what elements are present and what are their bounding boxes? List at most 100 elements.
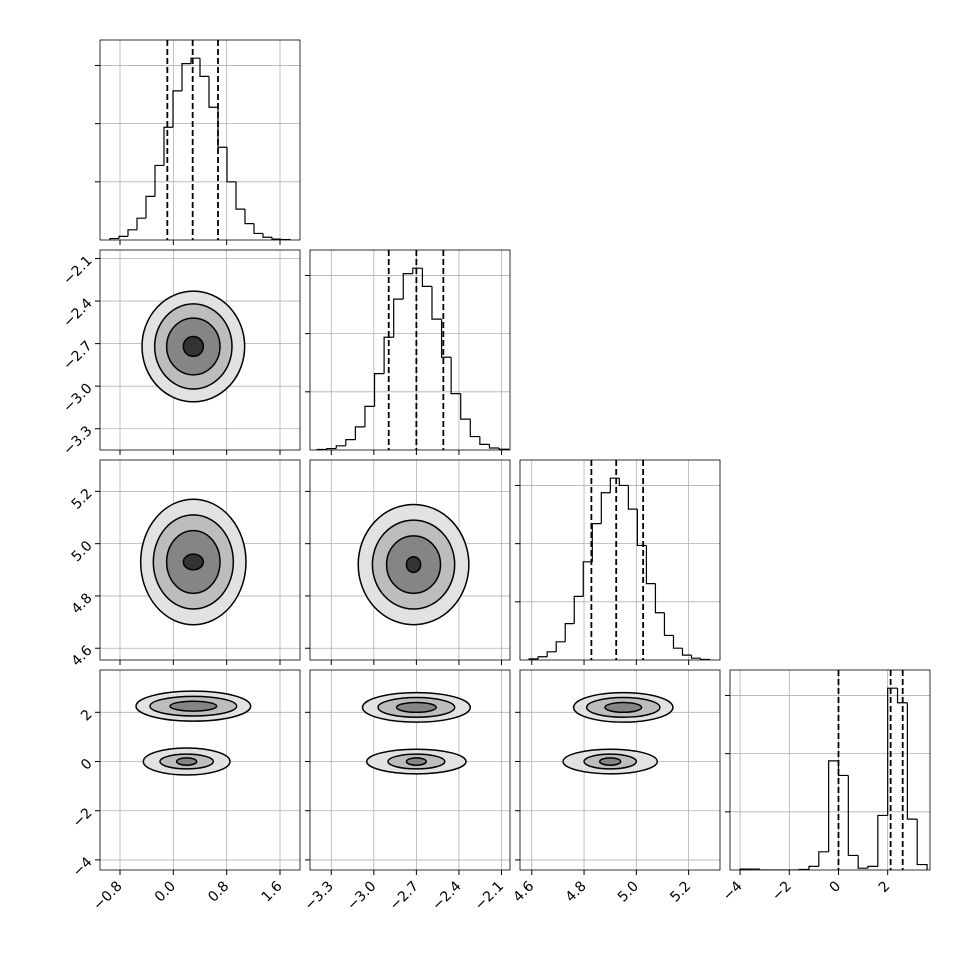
hist-step <box>488 444 500 449</box>
hist-step <box>573 595 584 624</box>
hist-step <box>808 865 819 870</box>
hist-step <box>136 217 146 230</box>
panel <box>310 670 510 870</box>
x-tick-label: −2.1 <box>472 878 507 913</box>
density-fill <box>175 757 198 766</box>
hist-step <box>145 195 155 219</box>
panel <box>310 460 510 660</box>
hist-step <box>896 688 908 704</box>
hist-step <box>645 545 656 585</box>
panel-frame <box>519 669 721 871</box>
hist-step <box>537 656 548 659</box>
hist-step <box>172 90 182 128</box>
x-tick-label: −0.8 <box>90 878 125 913</box>
y-tick-label: 0 <box>78 756 96 774</box>
hist-step <box>582 561 593 597</box>
hist-step <box>867 865 878 869</box>
hist-step <box>759 869 770 870</box>
hist-step <box>600 492 611 524</box>
x-tick-label: 5.0 <box>615 878 642 905</box>
hist-step <box>262 233 272 238</box>
y-tick-label: −2 <box>70 805 96 831</box>
hist-step <box>217 107 227 148</box>
hist-step <box>847 775 859 857</box>
density-fill <box>395 701 437 714</box>
hist-step <box>672 635 683 649</box>
y-tick-label: 2 <box>78 707 96 725</box>
hist-step <box>244 209 254 225</box>
hist-step <box>127 229 137 237</box>
hist-step <box>412 267 423 274</box>
hist-step <box>479 436 490 445</box>
density-fill <box>405 555 422 574</box>
x-tick-label: 2 <box>876 878 894 896</box>
y-tick-label: 5.2 <box>69 486 96 513</box>
hist-step <box>828 760 839 852</box>
panel-frame <box>309 459 511 661</box>
x-tick-label: −2.4 <box>429 878 464 913</box>
hist-step <box>431 286 442 320</box>
density-fill <box>405 757 428 766</box>
density-fill <box>169 700 218 712</box>
hist-step <box>421 268 432 287</box>
panel-frame <box>309 249 511 451</box>
hist-step <box>271 237 281 240</box>
hist-step <box>663 612 674 637</box>
panel <box>520 670 720 870</box>
hist-step <box>253 223 263 235</box>
panel <box>100 460 300 660</box>
panel-frame <box>99 669 301 871</box>
hist-step <box>402 273 413 300</box>
hist-step <box>335 445 346 449</box>
hist-step <box>154 164 164 197</box>
hist-step <box>546 651 557 657</box>
hist-step <box>450 357 461 395</box>
panel-frame <box>99 39 301 241</box>
density-fill <box>182 335 205 358</box>
panel-frame <box>309 669 511 871</box>
hist-step <box>681 648 692 656</box>
hist-step <box>818 851 829 867</box>
panel-frame <box>99 249 301 451</box>
x-tick-label: 0.0 <box>152 878 179 905</box>
x-tick-label: 5.2 <box>667 878 694 905</box>
panel <box>520 460 720 660</box>
hist-step <box>383 336 394 374</box>
y-tick-label: 5.0 <box>69 538 96 565</box>
y-tick-label: −4 <box>70 854 96 880</box>
hist-step <box>181 63 191 91</box>
hist-step <box>364 405 375 427</box>
hist-step <box>916 819 928 870</box>
panel <box>730 670 930 870</box>
y-tick-label: −2.4 <box>60 295 95 330</box>
x-tick-label: −2.7 <box>387 878 422 913</box>
hist-step <box>440 319 452 358</box>
hist-step <box>469 419 480 438</box>
y-tick-label: 4.6 <box>69 643 96 670</box>
hist-step <box>326 447 337 450</box>
hist-step <box>857 855 869 869</box>
density-fill <box>604 701 643 714</box>
x-tick-label: −4 <box>720 878 746 904</box>
x-tick-label: −2 <box>769 878 795 904</box>
hist-step <box>877 814 888 867</box>
hist-step <box>460 393 471 420</box>
hist-step <box>345 439 356 446</box>
hist-step <box>208 76 218 108</box>
panel <box>100 40 300 240</box>
x-tick-label: 4.6 <box>510 878 537 905</box>
x-tick-label: 0 <box>827 878 845 896</box>
hist-step <box>690 655 701 659</box>
hist-step <box>109 237 119 240</box>
y-tick-label: −3.3 <box>60 423 95 458</box>
y-tick-label: −2.1 <box>60 253 95 288</box>
density-fill <box>182 553 205 571</box>
hist-step <box>555 641 566 652</box>
hist-step <box>837 760 849 777</box>
panel <box>100 670 300 870</box>
hist-step <box>906 702 918 820</box>
panel-frame <box>99 459 301 661</box>
hist-step <box>199 58 209 77</box>
hist-step <box>226 147 236 183</box>
